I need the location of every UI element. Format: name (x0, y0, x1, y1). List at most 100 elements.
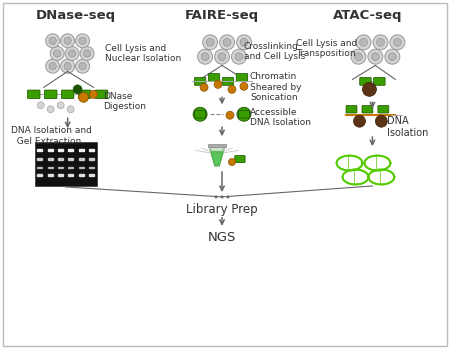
Circle shape (360, 38, 368, 46)
FancyBboxPatch shape (374, 77, 385, 85)
Circle shape (368, 49, 383, 64)
Circle shape (355, 53, 362, 61)
Circle shape (201, 53, 209, 61)
Polygon shape (209, 147, 225, 166)
Circle shape (80, 46, 94, 60)
Bar (48, 149, 53, 151)
Bar (58, 149, 63, 151)
Text: DNA
Isolation: DNA Isolation (387, 116, 429, 138)
Circle shape (237, 107, 251, 121)
Circle shape (228, 86, 236, 93)
Circle shape (57, 102, 64, 109)
Circle shape (76, 34, 90, 48)
Bar (48, 167, 53, 169)
FancyBboxPatch shape (78, 90, 91, 99)
FancyBboxPatch shape (360, 77, 371, 85)
FancyBboxPatch shape (27, 90, 40, 99)
Circle shape (67, 106, 74, 113)
Circle shape (226, 195, 230, 198)
Bar (37, 174, 42, 176)
Circle shape (394, 38, 401, 46)
Bar (68, 149, 73, 151)
Circle shape (226, 111, 234, 119)
Text: NGS: NGS (208, 231, 236, 244)
Circle shape (388, 53, 396, 61)
FancyBboxPatch shape (235, 155, 245, 163)
FancyBboxPatch shape (362, 105, 373, 113)
Bar (89, 149, 94, 151)
Circle shape (47, 106, 54, 113)
Circle shape (54, 50, 61, 57)
Circle shape (202, 35, 218, 50)
Circle shape (351, 49, 366, 64)
Circle shape (50, 46, 64, 60)
Circle shape (90, 90, 98, 98)
Bar (58, 174, 63, 176)
Circle shape (237, 35, 252, 50)
Circle shape (220, 195, 224, 198)
Circle shape (206, 38, 214, 46)
Circle shape (46, 34, 60, 48)
Circle shape (37, 102, 44, 109)
Circle shape (354, 115, 365, 127)
FancyBboxPatch shape (346, 105, 357, 113)
Circle shape (240, 82, 248, 90)
Circle shape (356, 35, 371, 50)
Circle shape (61, 59, 75, 73)
Circle shape (215, 195, 217, 198)
Circle shape (214, 80, 222, 88)
Text: Cell Lysis and
Transposition: Cell Lysis and Transposition (296, 39, 357, 58)
Circle shape (240, 38, 248, 46)
Bar (68, 167, 73, 169)
Text: Library Prep: Library Prep (186, 203, 258, 216)
FancyBboxPatch shape (378, 105, 389, 113)
Circle shape (215, 49, 230, 64)
Circle shape (229, 158, 235, 165)
FancyBboxPatch shape (195, 111, 206, 118)
Circle shape (49, 62, 56, 70)
Circle shape (235, 53, 243, 61)
Circle shape (372, 53, 379, 61)
Text: DNA Isolation and
  Gel Extraction: DNA Isolation and Gel Extraction (11, 126, 92, 146)
Circle shape (64, 37, 71, 44)
FancyBboxPatch shape (95, 90, 108, 99)
FancyBboxPatch shape (222, 77, 234, 85)
Bar (37, 149, 42, 151)
Circle shape (385, 49, 400, 64)
FancyBboxPatch shape (61, 90, 74, 99)
Circle shape (61, 34, 75, 48)
FancyBboxPatch shape (45, 90, 57, 99)
Circle shape (49, 37, 56, 44)
Bar (208, 144, 226, 147)
Circle shape (46, 59, 60, 73)
Text: Chromatin
Sheared by
Sonication: Chromatin Sheared by Sonication (250, 73, 302, 102)
Bar (35, 142, 96, 186)
Circle shape (373, 35, 388, 50)
FancyBboxPatch shape (194, 77, 206, 85)
Circle shape (218, 53, 226, 61)
Circle shape (73, 85, 82, 94)
Text: DNase-seq: DNase-seq (36, 9, 116, 22)
Circle shape (193, 107, 207, 121)
Circle shape (64, 62, 71, 70)
Circle shape (362, 82, 376, 96)
Circle shape (83, 50, 91, 57)
Circle shape (68, 50, 76, 57)
Circle shape (65, 46, 79, 60)
Text: Crosslinking
and Cell Lysis: Crosslinking and Cell Lysis (244, 42, 305, 61)
Text: DNase
Digestion: DNase Digestion (104, 91, 147, 111)
Bar (48, 158, 53, 159)
Circle shape (200, 83, 208, 91)
Circle shape (375, 115, 387, 127)
FancyBboxPatch shape (236, 73, 248, 81)
Bar (79, 158, 84, 159)
Bar (58, 167, 63, 169)
Circle shape (377, 38, 384, 46)
Circle shape (79, 37, 86, 44)
Bar (89, 174, 94, 176)
Bar (68, 158, 73, 159)
Bar (37, 158, 42, 159)
FancyBboxPatch shape (238, 111, 249, 118)
Bar (89, 167, 94, 169)
Circle shape (198, 49, 212, 64)
